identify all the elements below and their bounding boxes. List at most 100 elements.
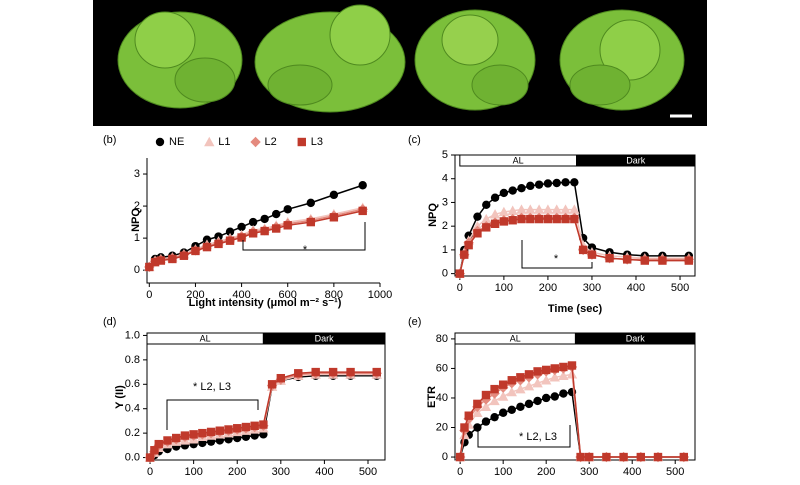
series-line (459, 364, 684, 458)
y-tick-label: 0 (442, 268, 448, 280)
marker (558, 370, 569, 381)
marker (358, 181, 367, 190)
marker (237, 222, 246, 232)
marker (306, 198, 315, 208)
marker (156, 256, 166, 265)
marker (329, 190, 339, 200)
phase-label: Dark (626, 333, 646, 343)
marker (248, 217, 258, 227)
x-tick-label: 500 (671, 282, 689, 294)
marker (271, 224, 281, 233)
marker (524, 370, 534, 379)
marker (497, 391, 509, 401)
marker (489, 209, 501, 219)
marker (163, 436, 172, 445)
y-tick-label: 0.2 (125, 427, 140, 439)
marker (472, 407, 483, 417)
marker (619, 452, 628, 462)
marker (202, 242, 212, 252)
marker (490, 412, 499, 422)
marker (658, 256, 667, 265)
y-axis-label: NPQ (130, 208, 142, 232)
marker (534, 214, 544, 224)
marker (541, 365, 551, 375)
marker (191, 246, 200, 256)
significance-bracket (477, 425, 571, 448)
marker (473, 423, 482, 432)
annotation: * L2, L3 (519, 431, 557, 443)
phase-label: Dark (626, 155, 646, 165)
marker (215, 426, 224, 435)
y-tick-label: 4 (442, 173, 448, 185)
x-tick-label: 600 (279, 289, 297, 301)
y-tick-label: 3 (134, 168, 140, 180)
phase-label: AL (510, 333, 521, 343)
marker (576, 452, 585, 462)
marker (455, 269, 465, 278)
legend-label: NE (169, 136, 184, 148)
y-tick-label: 1 (442, 244, 448, 256)
marker (507, 405, 516, 414)
marker (490, 193, 500, 202)
y-tick-label: 3 (442, 196, 448, 208)
y-tick-label: 1 (134, 232, 140, 244)
marker (498, 408, 508, 417)
marker (250, 136, 261, 148)
marker (516, 402, 525, 412)
marker (206, 427, 216, 437)
x-tick-label: 200 (228, 466, 246, 478)
marker (569, 204, 580, 214)
legend-label: L2 (265, 136, 277, 148)
marker (225, 227, 235, 236)
marker (540, 375, 552, 385)
marker (481, 390, 491, 400)
marker (549, 372, 560, 382)
x-tick-label: 100 (495, 282, 513, 294)
marker (559, 389, 568, 398)
phase-label: Dark (315, 333, 335, 343)
marker (189, 430, 198, 439)
marker (260, 226, 269, 236)
marker (204, 136, 215, 147)
marker (533, 396, 542, 406)
marker (506, 386, 517, 397)
marker (214, 239, 223, 249)
marker (636, 452, 646, 462)
phase-bar (576, 154, 696, 167)
y-tick-label: 2 (442, 220, 448, 232)
marker (584, 452, 594, 462)
marker (561, 178, 570, 187)
x-tick-label: 400 (232, 289, 250, 301)
marker (150, 446, 159, 455)
series-line (459, 218, 689, 274)
y-tick-label: 80 (436, 333, 448, 345)
x-tick-label: 500 (666, 466, 684, 478)
marker (145, 453, 155, 462)
marker (622, 255, 632, 264)
x-tick-label: 300 (583, 282, 601, 294)
marker (653, 452, 663, 462)
phase-bar (574, 332, 696, 345)
marker (534, 180, 544, 189)
series-line (149, 371, 377, 458)
marker (346, 367, 355, 377)
x-axis-label: Time (sec) (548, 303, 603, 315)
x-tick-label: 0 (457, 466, 463, 478)
panel-label: (d) (103, 316, 116, 328)
marker (267, 380, 277, 389)
marker (490, 219, 500, 229)
marker (561, 214, 570, 224)
marker (250, 421, 259, 431)
marker (498, 380, 508, 389)
marker (567, 361, 577, 370)
y-tick-label: 1.0 (125, 329, 140, 341)
marker (297, 137, 306, 147)
x-tick-label: 400 (315, 466, 333, 478)
marker (455, 452, 465, 462)
marker (248, 229, 258, 238)
y-tick-label: 2 (134, 200, 140, 212)
marker (526, 181, 535, 191)
marker (259, 420, 268, 429)
x-tick-label: 800 (325, 289, 343, 301)
